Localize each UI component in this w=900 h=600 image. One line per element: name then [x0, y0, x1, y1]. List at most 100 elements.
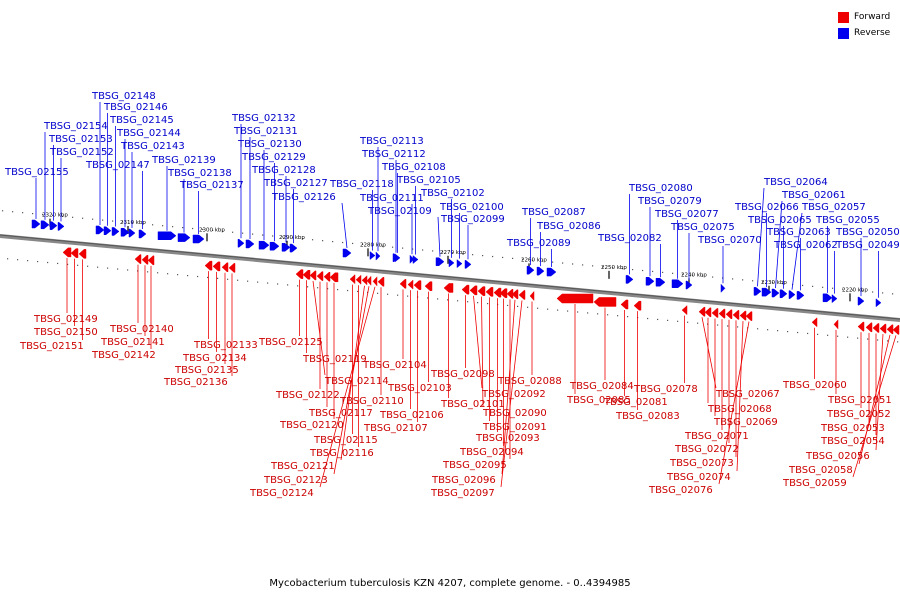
gene-arrow	[49, 221, 58, 230]
track-dot	[537, 307, 539, 309]
gene-arrow	[739, 310, 747, 321]
forward-gene-label: TBSG_02069	[713, 417, 778, 428]
reverse-gene-label: TBSG_02112	[361, 149, 426, 160]
gene-arrow	[228, 263, 236, 273]
gene-arrow	[281, 243, 291, 252]
track-dot	[182, 226, 184, 229]
gene-arrow	[366, 275, 372, 286]
track-dot	[882, 292, 884, 294]
forward-gene-label: TBSG_02078	[633, 384, 698, 395]
gene-arrow	[237, 238, 245, 248]
reverse-gene-label: TBSG_02155	[4, 167, 69, 178]
forward-gene-label: TBSG_02088	[497, 376, 562, 387]
gene-arrow	[394, 253, 401, 263]
track-dot	[567, 310, 569, 312]
gene-arrow	[57, 222, 65, 231]
track-dot	[127, 269, 129, 271]
forward-gene-label: TBSG_02058	[788, 465, 853, 476]
gene-arrow	[892, 325, 900, 335]
track-dot	[832, 287, 834, 289]
track-dot	[197, 275, 199, 278]
gene-arrow	[753, 287, 762, 296]
track-dot	[562, 262, 564, 264]
gene-leader	[437, 216, 441, 257]
track-dot	[787, 330, 789, 333]
forward-gene-label: TBSG_02117	[308, 408, 373, 419]
track-dot	[897, 341, 899, 343]
gene-arrow	[518, 290, 526, 300]
reverse-swatch	[838, 27, 849, 39]
track-dot	[557, 309, 559, 311]
track-dot	[652, 270, 654, 273]
gene-arrow	[40, 220, 50, 230]
reverse-gene-label: TBSG_02082	[597, 233, 662, 244]
forward-gene-label: TBSG_02121	[270, 461, 335, 472]
track-dot	[2, 210, 4, 212]
track-dot	[507, 304, 509, 307]
track-dot	[222, 230, 224, 232]
track-dot	[892, 293, 894, 295]
forward-gene-label: TBSG_02098	[430, 369, 495, 380]
track-dot	[52, 214, 54, 217]
gene-arrow	[355, 274, 362, 285]
track-dot	[382, 245, 384, 247]
track-dot	[472, 254, 474, 256]
gene-arrow	[822, 293, 833, 303]
track-dot	[767, 329, 769, 331]
track-dot	[467, 301, 469, 303]
track-dot	[57, 262, 59, 265]
track-dot	[657, 318, 659, 321]
track-dot	[452, 252, 454, 254]
track-dot	[207, 276, 209, 279]
reverse-gene-label: TBSG_02057	[801, 202, 866, 213]
track-dot	[102, 219, 104, 221]
reverse-gene-label: TBSG_02064	[763, 177, 828, 188]
track-dot	[622, 268, 624, 270]
reverse-gene-label: TBSG_02099	[440, 214, 505, 225]
track-dot	[527, 306, 529, 308]
track-dot	[242, 232, 244, 234]
track-dot	[447, 299, 449, 301]
track-dot	[627, 316, 629, 318]
gene-arrow	[329, 272, 339, 283]
forward-gene-label: TBSG_02151	[19, 341, 84, 352]
track-dot	[802, 284, 804, 287]
track-dot	[237, 279, 239, 281]
forward-gene-label: TBSG_02114	[324, 376, 389, 387]
gene-arrow	[685, 280, 693, 290]
gene-arrow	[399, 279, 407, 289]
track-dot	[542, 260, 544, 262]
reverse-gene-label: TBSG_02105	[396, 175, 461, 186]
reverse-gene-label: TBSG_02062	[773, 240, 838, 251]
track-dot	[752, 280, 754, 282]
track-dot	[837, 335, 839, 337]
forward-gene-label: TBSG_02059	[782, 478, 847, 489]
track-dot	[697, 322, 699, 324]
track-dot	[877, 339, 879, 341]
forward-gene-label: TBSG_02135	[174, 365, 239, 376]
reverse-gene-label: TBSG_02108	[381, 162, 446, 173]
forward-gene-label: TBSG_02101	[440, 399, 505, 410]
track-dot	[732, 278, 734, 280]
gene-arrow	[593, 297, 617, 307]
forward-gene-label: TBSG_02141	[100, 337, 165, 348]
gene-arrow	[141, 255, 149, 265]
scale-tick-label: 2270 kbp	[440, 250, 466, 256]
forward-gene-label: TBSG_02096	[431, 475, 496, 486]
gene-arrow	[620, 299, 629, 310]
gene-arrow	[456, 259, 463, 269]
forward-gene-label: TBSG_02110	[339, 396, 404, 407]
reverse-gene-label: TBSG_02070	[697, 235, 762, 246]
forward-gene-label: TBSG_02150	[33, 327, 98, 338]
track-dot	[307, 286, 309, 288]
gene-arrow	[865, 322, 873, 333]
track-dot	[597, 313, 599, 315]
track-dot	[777, 330, 779, 332]
gene-arrow	[412, 255, 419, 265]
track-dot	[117, 268, 119, 270]
track-dot	[167, 273, 169, 275]
scale-tick-label: 2290 kbp	[279, 235, 305, 241]
reverse-gene-label: TBSG_02126	[271, 192, 336, 203]
forward-swatch	[838, 11, 849, 23]
